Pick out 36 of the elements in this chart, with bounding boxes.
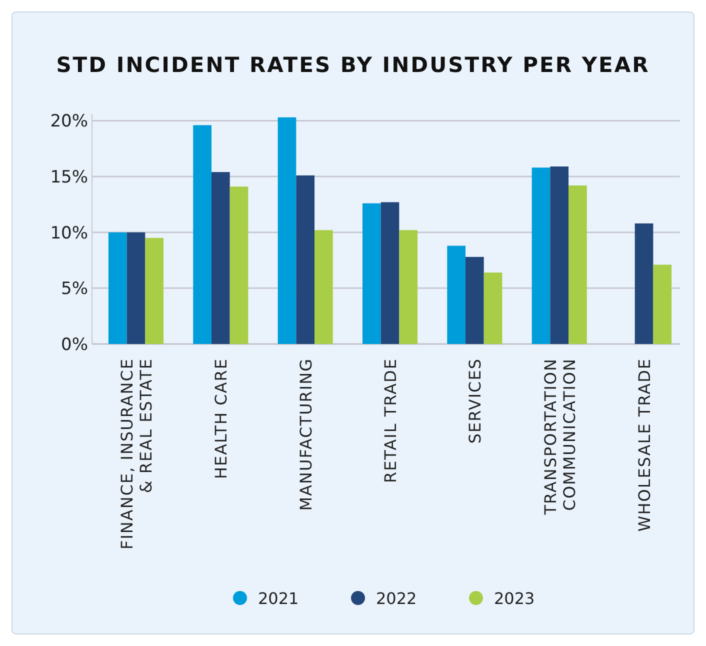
bar [653, 264, 672, 344]
bar [211, 172, 230, 344]
y-tick-label: 0% [61, 335, 88, 355]
bar [447, 246, 466, 344]
bar [550, 166, 569, 344]
legend-label: 2023 [494, 589, 535, 608]
bar [399, 230, 418, 344]
legend-label: 2022 [376, 589, 417, 608]
x-tick-label: HEALTH CARE [212, 358, 231, 480]
y-tick-label: 20% [50, 112, 88, 132]
bar [145, 238, 164, 344]
y-tick-label: 5% [61, 279, 88, 300]
x-tick-label: WHOLESALE TRADE [635, 358, 654, 532]
bar [634, 223, 654, 344]
bar [193, 125, 212, 344]
bar [230, 186, 248, 344]
bar [380, 202, 400, 344]
x-tick-label: MANUFACTURING [296, 358, 316, 511]
x-tick-label: RETAIL TRADE [381, 358, 400, 484]
bar [568, 185, 587, 344]
bar [466, 256, 484, 344]
chart-title: STD INCIDENT RATES BY INDUSTRY PER YEAR [56, 53, 650, 77]
x-tick-label: TRANSPORTATION COMMUNICATION [540, 358, 579, 516]
bar [126, 232, 146, 344]
bar [108, 232, 127, 344]
bar [314, 230, 333, 344]
bar [296, 175, 314, 344]
bar [484, 272, 502, 344]
y-tick-label: 10% [50, 223, 88, 244]
bar [362, 203, 381, 344]
legend-label: 2021 [258, 589, 299, 608]
x-tick-label: FINANCE, INSURANCE & REAL ESTATE [117, 358, 156, 550]
x-tick-label: SERVICES [466, 358, 485, 444]
bar [532, 168, 550, 344]
bar [278, 117, 296, 344]
y-tick-label: 15% [50, 168, 88, 188]
